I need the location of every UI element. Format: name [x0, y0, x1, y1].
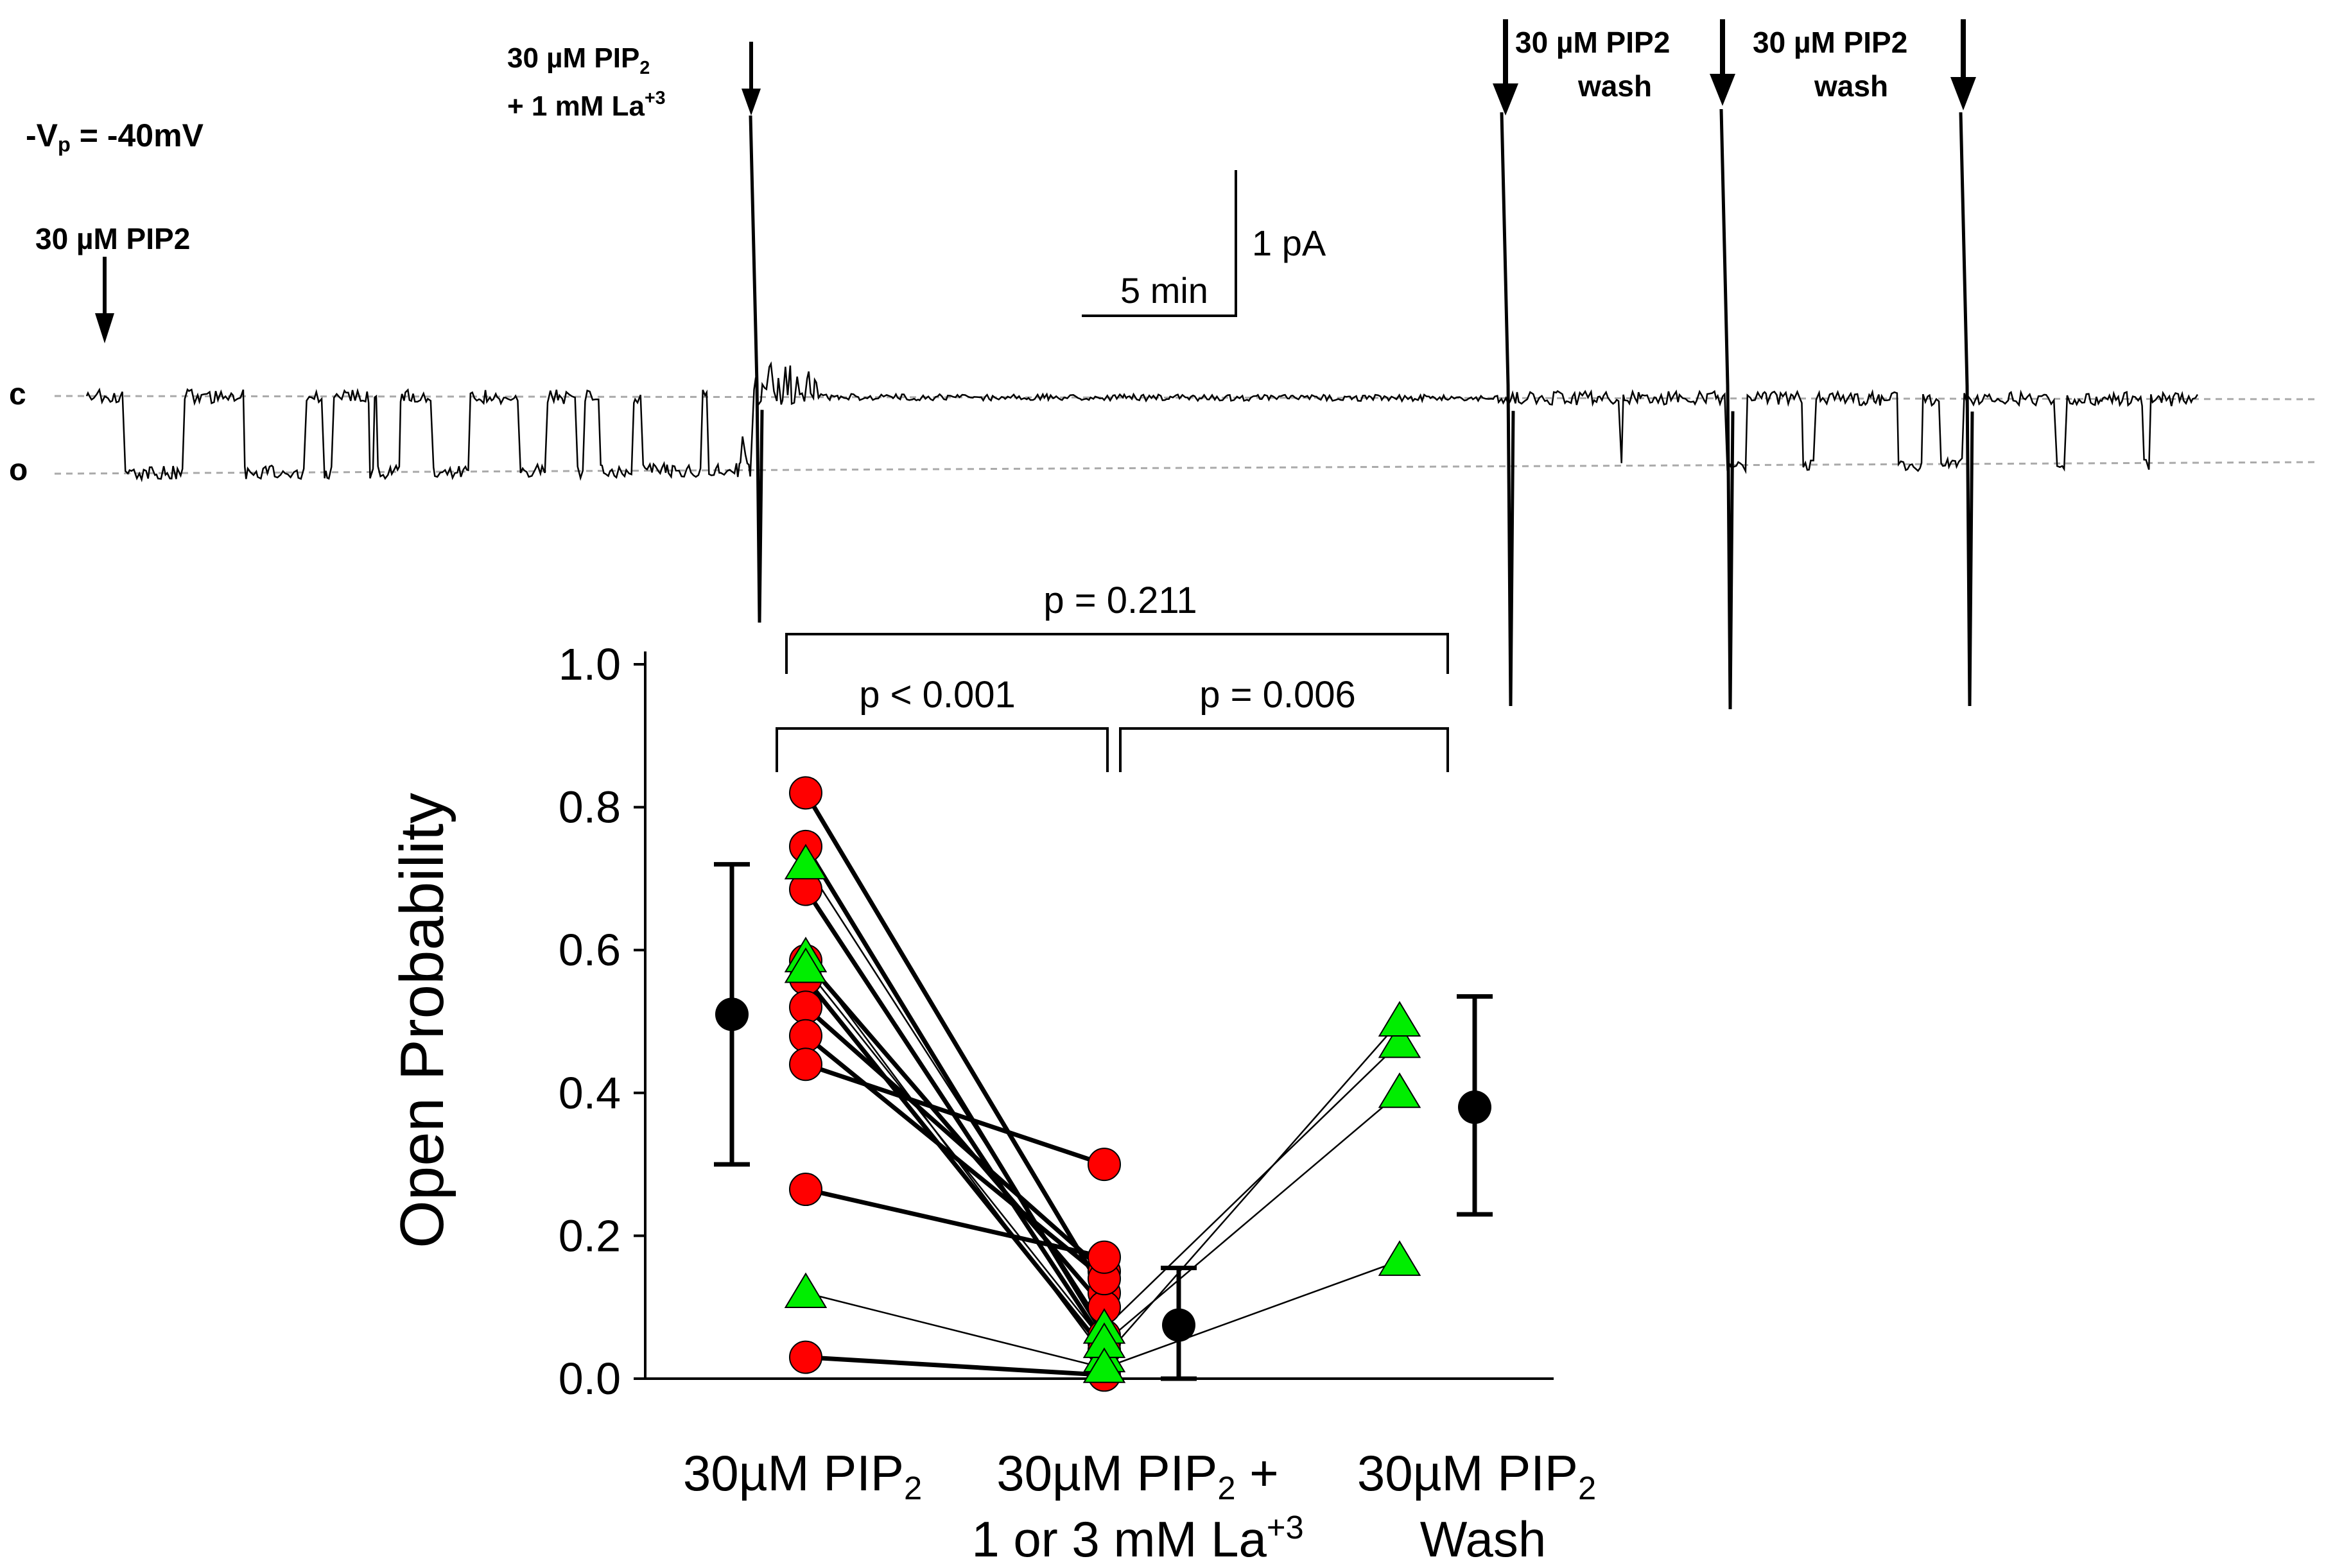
triangle-point	[1082, 1347, 1126, 1383]
y-axis-label: Open Probability	[388, 793, 456, 1248]
y-tick-label: 0.8	[559, 782, 621, 832]
annotation-pip2-la: 30 µM PIP2	[507, 42, 650, 78]
trace-artifacts	[749, 108, 1974, 710]
circle-point	[1088, 1240, 1121, 1274]
pvalue-label-1: p < 0.001	[859, 674, 1016, 716]
pair-line	[804, 956, 1106, 1358]
y-tick-labels: 0.0 0.2 0.4 0.6 0.8 1.0	[559, 639, 621, 1404]
annotation-wash-1: wash	[1577, 69, 1652, 103]
circle-point	[789, 1173, 822, 1207]
y-tick-label: 1.0	[559, 639, 621, 689]
category-label-3: 30µM PIP2	[1357, 1445, 1596, 1506]
mean-point	[1458, 1090, 1491, 1124]
circle-point	[789, 1019, 822, 1053]
bracket-2	[1119, 727, 1449, 772]
pair-line	[805, 967, 1105, 1344]
pair-line	[1104, 1042, 1400, 1329]
annotation-wash-2: wash	[1814, 69, 1888, 103]
pair-line	[804, 1005, 1106, 1273]
arrow-down-icon	[95, 257, 114, 343]
bracket-1	[776, 727, 1109, 772]
artifact-spike-1	[749, 115, 764, 623]
arrow-down-icon	[1710, 19, 1735, 106]
triangle-point	[1378, 1022, 1421, 1058]
annotation-pip2: 30 µM PIP2	[35, 222, 190, 255]
category-label-2: 30µM PIP2 +	[996, 1445, 1279, 1506]
current-trace	[85, 361, 2198, 483]
triangle-point	[784, 947, 828, 983]
mean-point	[1162, 1308, 1195, 1342]
pair-line	[805, 1187, 1105, 1260]
annotation-la-line2: + 1 mM La+3	[507, 88, 666, 122]
y-tick-label: 0.0	[559, 1354, 621, 1404]
circle-point	[789, 776, 822, 810]
triangle-point	[784, 843, 828, 880]
circle-point	[1088, 1148, 1121, 1182]
paired-lines	[803, 791, 1400, 1377]
category-label-1: 30µM PIP2	[683, 1445, 922, 1506]
pair-line	[1104, 1092, 1400, 1344]
pair-line	[804, 977, 1106, 1352]
circle-point	[789, 990, 822, 1024]
voltage-label: -Vp = -40mV	[26, 117, 204, 156]
arrow-down-icon	[1493, 19, 1518, 116]
arrow-down-icon	[1950, 19, 1976, 110]
trace-panel: c o -Vp = -40mV 30 µM PIP2 30 µM PIP2 + …	[9, 19, 2320, 710]
pair-line	[804, 959, 1106, 1309]
circle-point	[789, 1047, 822, 1081]
scale-time-label: 5 min	[1120, 270, 1208, 311]
scale-bar	[1082, 170, 1237, 317]
pair-line	[803, 791, 1107, 1295]
arrow-down-icon	[742, 42, 761, 116]
pair-line	[805, 1355, 1105, 1377]
triangle-point	[1378, 1072, 1421, 1108]
artifact-spike-4	[1959, 112, 1974, 707]
triangle-point	[1378, 1001, 1421, 1037]
error-bars	[714, 862, 1493, 1381]
triangle-point	[784, 1272, 828, 1308]
pvalue-label-3: p = 0.211	[1043, 580, 1197, 621]
category-label-3-line2: Wash	[1420, 1511, 1547, 1567]
open-probability-chart: 0.0 0.2 0.4 0.6 0.8 1.0 Open Probability p < …	[388, 580, 1596, 1567]
artifact-spike-3	[1719, 108, 1735, 710]
annotation-pip2-wash-1: 30 µM PIP2	[1515, 26, 1670, 59]
circle-point	[789, 1340, 822, 1374]
y-tick-label: 0.2	[559, 1210, 621, 1261]
category-label-2-line2: 1 or 3 mM La+3	[971, 1509, 1303, 1567]
pair-line	[805, 1292, 1105, 1369]
open-level-label: o	[9, 453, 28, 487]
mean-point	[715, 997, 749, 1031]
significance-brackets	[776, 633, 1449, 772]
pair-line	[1104, 1260, 1400, 1369]
pvalue-label-2: p = 0.006	[1199, 674, 1356, 716]
artifact-spike-2	[1500, 112, 1515, 707]
closed-baseline	[54, 395, 2320, 401]
pair-line	[804, 845, 1106, 1338]
triangle-point	[1378, 1240, 1421, 1276]
pair-line	[804, 1062, 1106, 1167]
annotation-pip2-wash-2: 30 µM PIP2	[1753, 26, 1907, 59]
pair-line	[804, 863, 1106, 1329]
scale-current-label: 1 pA	[1252, 223, 1326, 263]
data-points	[784, 776, 1421, 1392]
bracket-3	[785, 633, 1449, 674]
y-tick-label: 0.4	[559, 1068, 621, 1118]
pair-line	[1104, 1021, 1400, 1358]
y-tick-label: 0.6	[559, 925, 621, 975]
closed-level-label: c	[9, 377, 26, 411]
